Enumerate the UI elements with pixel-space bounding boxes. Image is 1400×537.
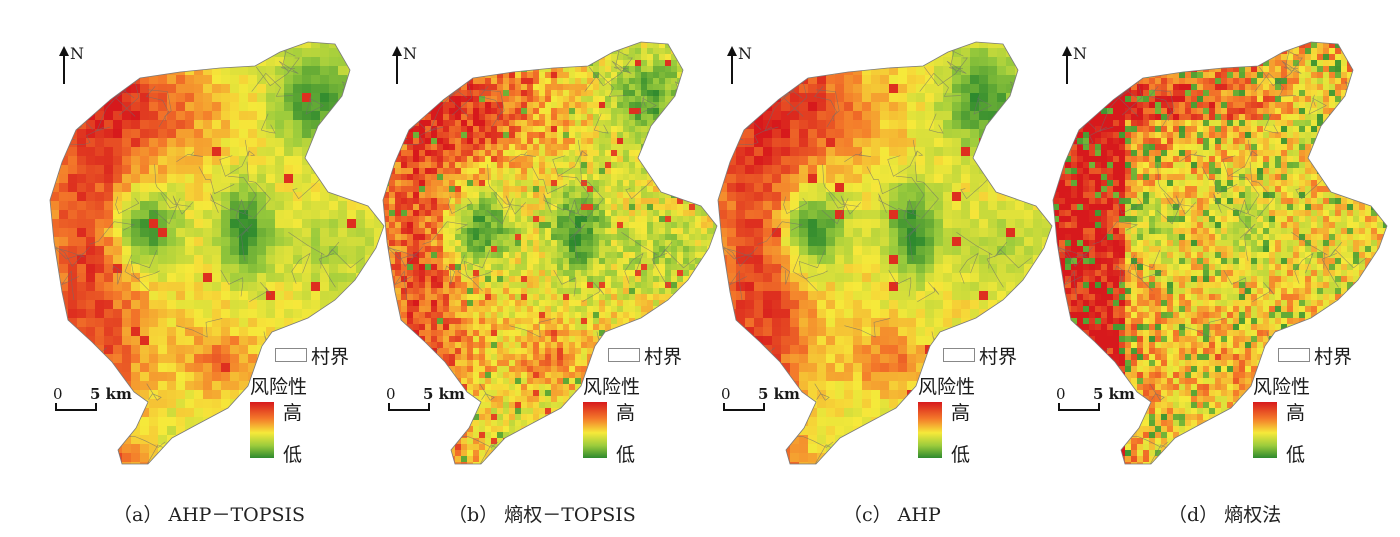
caption-c: （c） AHP [843,504,941,526]
scale-bar: 0 5 km [50,385,150,415]
caption-a: （a） AHP－TOPSIS [113,504,306,526]
scale-label: 5 km [1093,385,1135,403]
legend-boundary-label: 村界 [644,346,683,368]
region-outline [717,41,1053,465]
map-panel-a: N 0 5 km 村界 风险性 高 低 [49,30,385,480]
caption-b: （b） 熵权－TOPSIS [448,504,636,526]
legend-low-label: 低 [616,444,636,466]
legend-low-label: 低 [951,444,971,466]
boundary-swatch [1278,348,1310,362]
north-arrow-icon: N [724,42,754,86]
scale-label: 5 km [758,385,800,403]
color-ramp [583,402,607,458]
color-ramp [1253,402,1277,458]
scale-zero: 0 [721,385,731,403]
region-outline [1052,41,1388,465]
scale-bar: 0 5 km [383,385,483,415]
map-legend: 村界 风险性 高 低 [250,342,390,467]
legend-high-label: 高 [283,402,303,424]
map-legend: 村界 风险性 高 低 [1253,342,1393,467]
region-outline [49,41,385,465]
scale-zero: 0 [1056,385,1066,403]
north-label: N [1073,44,1087,63]
scale-bar: 0 5 km [1053,385,1153,415]
legend-high-label: 高 [616,402,636,424]
north-arrow-icon: N [1059,42,1089,86]
north-arrow-icon: N [389,42,419,86]
boundary-swatch [275,348,307,362]
north-label: N [403,44,417,63]
map-panel-b: N 0 5 km 村界 风险性 高 低 [382,30,718,480]
north-arrow-icon: N [56,42,86,86]
scale-zero: 0 [53,385,63,403]
legend-boundary-label: 村界 [311,346,350,368]
legend-low-label: 低 [283,444,303,466]
map-legend: 村界 风险性 高 低 [918,342,1058,467]
legend-low-label: 低 [1286,444,1306,466]
scale-label: 5 km [423,385,465,403]
map-panel-c: N 0 5 km 村界 风险性 高 低 [717,30,1053,480]
scale-bar: 0 5 km [718,385,818,415]
map-legend: 村界 风险性 高 低 [583,342,723,467]
north-label: N [738,44,752,63]
region-outline [382,41,718,465]
scale-zero: 0 [386,385,396,403]
legend-title: 风险性 [250,376,308,398]
legend-boundary-label: 村界 [1314,346,1353,368]
map-panel-d: N 0 5 km 村界 风险性 高 低 [1052,30,1388,480]
color-ramp [918,402,942,458]
caption-d: （d） 熵权法 [1168,504,1282,526]
legend-title: 风险性 [1253,376,1311,398]
north-label: N [70,44,84,63]
scale-label: 5 km [90,385,132,403]
risk-map-d [1052,41,1388,465]
boundary-swatch [943,348,975,362]
legend-title: 风险性 [918,376,976,398]
legend-high-label: 高 [951,402,971,424]
color-ramp [250,402,274,458]
legend-boundary-label: 村界 [979,346,1018,368]
risk-map-a [49,41,385,465]
legend-high-label: 高 [1286,402,1306,424]
boundary-swatch [608,348,640,362]
legend-title: 风险性 [583,376,641,398]
